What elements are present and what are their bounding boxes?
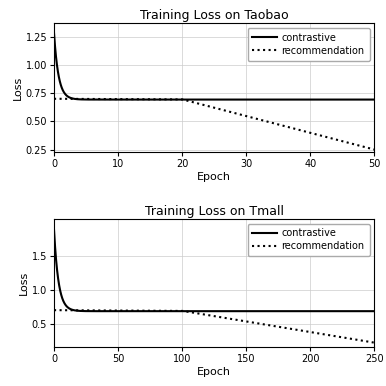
Line: contrastive: contrastive — [54, 230, 374, 311]
contrastive — [71, 96, 76, 101]
contrastive — [52, 31, 56, 36]
recommendation — [273, 324, 278, 328]
contrastive — [220, 309, 225, 313]
contrastive — [115, 309, 119, 313]
contrastive — [207, 309, 211, 313]
recommendation — [340, 335, 345, 340]
contrastive — [351, 309, 356, 313]
Line: recommendation: recommendation — [54, 99, 374, 149]
contrastive — [372, 97, 377, 102]
X-axis label: Epoch: Epoch — [197, 171, 231, 181]
contrastive — [52, 228, 56, 232]
recommendation — [351, 337, 356, 342]
recommendation — [52, 308, 56, 313]
Line: contrastive: contrastive — [54, 33, 374, 100]
contrastive — [341, 309, 345, 313]
Legend: contrastive, recommendation: contrastive, recommendation — [247, 223, 369, 256]
Title: Training Loss on Tmall: Training Loss on Tmall — [145, 205, 284, 218]
recommendation — [313, 132, 318, 137]
contrastive — [357, 97, 361, 102]
recommendation — [372, 340, 377, 345]
Legend: contrastive, recommendation: contrastive, recommendation — [247, 28, 369, 61]
recommendation — [115, 308, 119, 313]
recommendation — [207, 313, 211, 318]
contrastive — [372, 309, 377, 313]
contrastive — [117, 97, 121, 102]
Title: Training Loss on Taobao: Training Loss on Taobao — [140, 9, 289, 22]
contrastive — [335, 97, 340, 102]
recommendation — [356, 143, 361, 148]
recommendation — [117, 97, 121, 102]
X-axis label: Epoch: Epoch — [197, 367, 231, 377]
contrastive — [301, 97, 306, 102]
recommendation — [335, 137, 340, 142]
Y-axis label: Loss: Loss — [19, 271, 29, 295]
Line: recommendation: recommendation — [54, 310, 374, 343]
recommendation — [372, 147, 377, 152]
Y-axis label: Loss: Loss — [13, 75, 23, 100]
contrastive — [349, 309, 354, 313]
contrastive — [217, 97, 222, 102]
recommendation — [349, 337, 354, 341]
recommendation — [52, 96, 56, 101]
recommendation — [301, 129, 306, 134]
contrastive — [273, 309, 278, 313]
recommendation — [71, 96, 76, 101]
contrastive — [313, 97, 318, 102]
